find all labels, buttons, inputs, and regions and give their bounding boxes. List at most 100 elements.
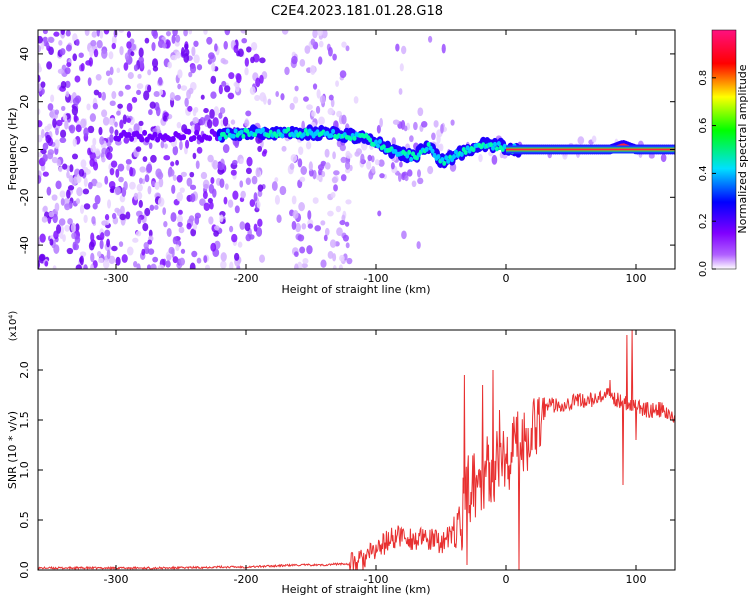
heatmap-cell — [147, 239, 153, 245]
ridge-core — [292, 133, 297, 139]
ridge-core — [426, 142, 431, 148]
heatmap-cell — [294, 85, 299, 92]
heatmap-cell — [58, 218, 66, 226]
heatmap-cell — [218, 112, 223, 119]
heatmap-cell — [38, 175, 42, 184]
heatmap-cell — [106, 249, 111, 260]
heatmap-cell — [95, 73, 102, 81]
heatmap-cell — [165, 30, 171, 37]
heatmap-cell — [42, 153, 48, 162]
heatmap-cell — [314, 225, 322, 232]
heatmap-cell — [172, 145, 179, 156]
heatmap-cell — [138, 199, 143, 208]
heatmap-cell — [208, 183, 215, 194]
heatmap-cell — [93, 89, 100, 96]
heatmap-cell — [179, 187, 185, 193]
heatmap-cell — [312, 30, 318, 39]
heatmap-cell — [129, 135, 135, 142]
heatmap-cell — [62, 234, 66, 242]
heatmap-cell — [305, 141, 312, 150]
heatmap-cell — [50, 94, 55, 103]
heatmap-cell — [367, 154, 372, 162]
heatmap-cell — [135, 146, 142, 152]
heatmap-cell — [328, 94, 334, 101]
heatmap-cell — [75, 38, 80, 47]
heatmap-cell — [175, 34, 181, 43]
ridge-core — [496, 141, 501, 147]
heatmap-cell — [47, 103, 54, 111]
heatmap-cell — [75, 223, 80, 232]
heatmap-cell — [178, 226, 185, 234]
heatmap-cell — [106, 151, 113, 160]
heatmap-cell — [259, 57, 266, 64]
heatmap-cell — [74, 235, 81, 244]
heatmap-cell — [65, 30, 71, 37]
heatmap-cell — [340, 156, 347, 164]
heatmap-cell — [94, 194, 101, 205]
heatmap-cell — [151, 30, 158, 37]
heatmap-cell — [144, 207, 151, 217]
spectrogram-x-tick-label: -300 — [104, 272, 129, 285]
heatmap-cell — [64, 224, 71, 232]
heatmap-cell — [298, 146, 304, 156]
heatmap-cell — [188, 215, 195, 222]
heatmap-cell — [107, 77, 113, 86]
heatmap-cell — [92, 102, 99, 110]
heatmap-cell — [62, 163, 68, 170]
heatmap-cell — [130, 43, 137, 51]
heatmap-cell — [78, 168, 85, 177]
snr-y-tick-label: 1.5 — [18, 411, 31, 429]
heatmap-cell — [239, 221, 246, 230]
ridge-core — [286, 126, 291, 132]
heatmap-cell — [223, 196, 228, 205]
heatmap-cell — [234, 139, 240, 149]
heatmap-cell — [333, 170, 340, 176]
heatmap-cell — [122, 114, 127, 125]
heatmap-cell — [210, 176, 215, 184]
heatmap-cell — [183, 52, 190, 63]
snr-y-tick-label: 1.0 — [18, 461, 31, 479]
heatmap-cell — [59, 48, 66, 56]
heatmap-cell — [291, 195, 297, 205]
heatmap-cell — [249, 199, 256, 207]
heatmap-cell — [83, 264, 88, 269]
heatmap-cell — [83, 127, 89, 137]
heatmap-cell — [320, 259, 327, 268]
heatmap-cell — [172, 236, 178, 245]
heatmap-cell — [99, 31, 104, 39]
heatmap-cell — [231, 233, 238, 243]
ridge-core — [375, 143, 380, 149]
heatmap-cell — [170, 212, 177, 223]
heatmap-cell — [221, 80, 227, 87]
heatmap-cell — [126, 30, 132, 39]
heatmap-cell — [136, 183, 143, 192]
heatmap-cell — [195, 160, 200, 169]
heatmap-cell — [141, 248, 146, 256]
heatmap-cell — [366, 160, 372, 170]
heatmap-cell — [317, 56, 323, 65]
heatmap-cell — [120, 205, 125, 216]
heatmap-cell — [131, 96, 138, 103]
heatmap-cell — [222, 116, 229, 127]
heatmap-cell — [79, 204, 85, 215]
heatmap-cell — [176, 121, 182, 129]
heatmap-cell — [90, 252, 95, 263]
heatmap-cell — [174, 94, 181, 101]
ridge-core — [491, 145, 495, 151]
heatmap-cell — [142, 129, 148, 136]
ridge-core — [444, 155, 449, 161]
heatmap-cell — [67, 218, 73, 225]
heatmap-cell — [307, 223, 314, 229]
spectrogram-y-tick-label: 20 — [18, 95, 31, 109]
ridge-core — [374, 139, 378, 145]
heatmap-cell — [97, 257, 104, 264]
heatmap-cell — [171, 184, 176, 194]
heatmap-cell — [185, 139, 190, 149]
heatmap-cell — [133, 260, 138, 268]
heatmap-cell — [115, 256, 121, 266]
heatmap-cell — [111, 245, 118, 252]
heatmap-cell — [91, 31, 98, 38]
heatmap-cell — [114, 186, 122, 195]
heatmap-cell — [102, 116, 110, 126]
heatmap-cell — [44, 125, 51, 132]
